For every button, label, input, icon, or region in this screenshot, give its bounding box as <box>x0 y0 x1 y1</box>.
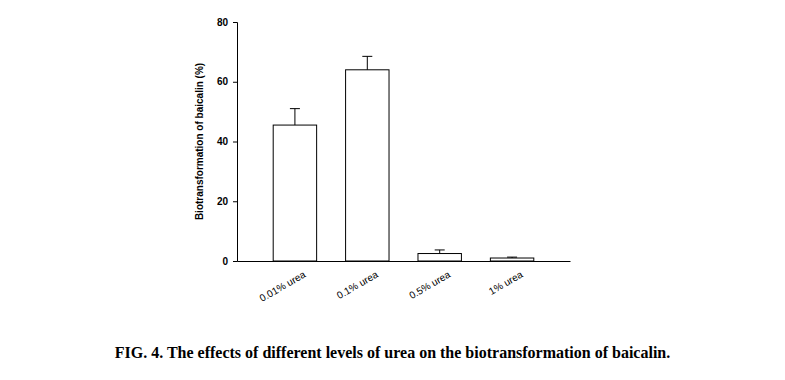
y-tick: 20 <box>217 196 237 207</box>
y-tick-mark <box>233 82 237 83</box>
x-tick: 1% urea <box>487 261 525 297</box>
y-tick-label: 0 <box>222 256 228 267</box>
error-cap <box>435 249 445 250</box>
y-tick: 60 <box>217 76 237 87</box>
x-tick: 0.5% urea <box>407 261 452 301</box>
bars <box>273 56 534 261</box>
y-axis-line <box>233 23 238 262</box>
error-bar <box>290 109 300 125</box>
y-axis-title: Biotransformation of baicalin (%) <box>194 63 205 220</box>
x-tick: 0.01% urea <box>258 261 308 304</box>
y-axis: 0 20 40 60 80 <box>217 17 238 267</box>
y-tick-label: 40 <box>217 136 229 147</box>
error-stem <box>439 250 440 254</box>
x-tick-label: 0.5% urea <box>407 269 452 302</box>
chart: 0 20 40 60 80 0.01% urea 0.1% urea 0.5% urea 1% … <box>0 0 785 380</box>
title: FIG. 4. The effects of different levels … <box>115 344 671 361</box>
error-cap <box>362 56 372 57</box>
error-bar <box>507 257 517 259</box>
y-tick: 0 <box>222 256 237 267</box>
x-tick-label: 0.01% urea <box>258 269 308 304</box>
x-tick: 0.1% urea <box>335 261 380 301</box>
x-axis: 0.01% urea 0.1% urea 0.5% urea 1% urea <box>238 261 571 304</box>
y-tick-label: 80 <box>217 17 229 28</box>
x-tick-label: 1% urea <box>487 269 525 297</box>
y-tick-label: 60 <box>217 76 229 87</box>
bar <box>346 70 389 261</box>
error-bars <box>290 56 517 258</box>
bar <box>418 254 461 261</box>
error-stem <box>294 109 295 125</box>
error-cap <box>290 108 300 109</box>
error-stem <box>367 56 368 69</box>
y-tick-mark <box>233 201 237 202</box>
x-tick-label: 0.1% urea <box>335 269 380 302</box>
error-cap <box>507 257 517 258</box>
y-tick-mark <box>233 142 237 143</box>
y-tick: 80 <box>217 17 237 28</box>
bar <box>490 258 533 261</box>
x-axis-line <box>238 261 571 262</box>
y-tick: 40 <box>217 136 237 147</box>
bar <box>273 125 316 261</box>
error-bar <box>362 56 372 69</box>
y-tick-mark <box>233 261 237 262</box>
y-tick-label: 20 <box>217 196 229 207</box>
y-tick-mark <box>233 22 237 23</box>
error-bar <box>435 250 445 254</box>
